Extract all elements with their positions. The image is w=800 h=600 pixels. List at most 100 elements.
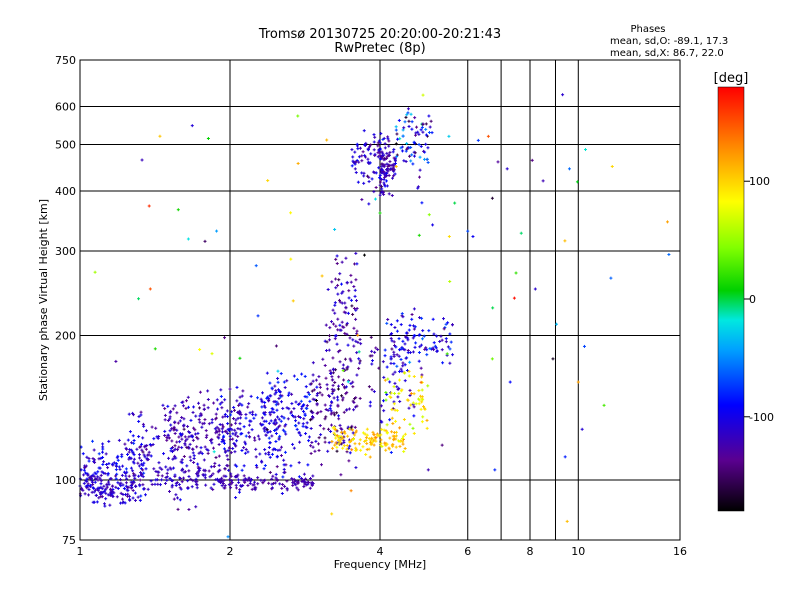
- data-point: [395, 353, 399, 357]
- data-point: [174, 481, 178, 485]
- data-point: [386, 169, 390, 173]
- data-point: [179, 487, 183, 491]
- data-point: [354, 317, 358, 321]
- data-point: [239, 416, 243, 420]
- data-point: [393, 157, 397, 161]
- data-point: [127, 474, 131, 478]
- data-point: [279, 372, 283, 376]
- data-point: [228, 426, 232, 430]
- data-point: [179, 460, 183, 464]
- data-point: [226, 431, 230, 435]
- data-point: [296, 488, 300, 492]
- data-point: [186, 237, 190, 241]
- data-point: [324, 323, 328, 327]
- data-point: [279, 454, 283, 458]
- data-point: [142, 461, 146, 465]
- data-point: [220, 484, 224, 488]
- data-point: [236, 427, 240, 431]
- data-point: [211, 488, 215, 492]
- data-point: [132, 439, 136, 443]
- data-point: [335, 411, 339, 415]
- data-point: [383, 441, 387, 445]
- data-point: [393, 172, 397, 176]
- data-point: [408, 422, 412, 426]
- data-point: [429, 119, 433, 123]
- data-point: [221, 415, 225, 419]
- data-point: [318, 382, 322, 386]
- data-point: [420, 400, 424, 404]
- data-point: [223, 484, 227, 488]
- data-point: [381, 190, 385, 194]
- data-point: [385, 365, 389, 369]
- data-point: [127, 456, 131, 460]
- data-point: [183, 435, 187, 439]
- data-point: [411, 162, 415, 166]
- data-point: [254, 447, 258, 451]
- data-point: [357, 350, 361, 354]
- data-point: [354, 446, 358, 450]
- data-point: [223, 398, 227, 402]
- data-point: [229, 451, 233, 455]
- data-point: [139, 410, 143, 414]
- data-point: [359, 342, 363, 346]
- data-point: [401, 128, 405, 132]
- data-point: [184, 399, 188, 403]
- data-point: [129, 484, 133, 488]
- data-point: [404, 335, 408, 339]
- data-point: [100, 450, 104, 454]
- data-point: [215, 398, 219, 402]
- data-point: [431, 317, 435, 321]
- data-point: [389, 357, 393, 361]
- data-point: [421, 405, 425, 409]
- data-point: [215, 229, 219, 233]
- data-point: [362, 253, 366, 257]
- data-point: [281, 428, 285, 432]
- data-point: [206, 397, 210, 401]
- data-point: [182, 417, 186, 421]
- data-point: [330, 375, 334, 379]
- data-point: [202, 468, 206, 472]
- data-point: [357, 357, 361, 361]
- data-point: [195, 486, 199, 490]
- data-point: [407, 328, 411, 332]
- data-point: [427, 114, 431, 118]
- data-point: [409, 159, 413, 163]
- data-point: [444, 337, 448, 341]
- data-point: [192, 454, 196, 458]
- data-point: [263, 478, 267, 482]
- y-axis-label: Stationary phase Virtual Height [km]: [37, 199, 50, 401]
- data-point: [551, 357, 555, 361]
- data-point: [364, 436, 368, 440]
- data-point: [118, 478, 122, 482]
- data-point: [319, 433, 323, 437]
- data-point: [336, 398, 340, 402]
- data-point: [349, 280, 353, 284]
- data-point: [92, 474, 96, 478]
- data-point: [365, 433, 369, 437]
- data-point: [391, 422, 395, 426]
- data-point: [382, 181, 386, 185]
- data-point: [338, 349, 342, 353]
- data-point: [435, 334, 439, 338]
- data-point: [387, 173, 391, 177]
- data-point: [94, 472, 98, 476]
- data-point: [342, 410, 346, 414]
- data-point: [231, 447, 235, 451]
- data-point: [194, 505, 198, 509]
- data-point: [333, 337, 337, 341]
- data-point: [392, 340, 396, 344]
- data-point: [420, 337, 424, 341]
- data-point: [220, 430, 224, 434]
- data-point: [222, 447, 226, 451]
- data-point: [291, 483, 295, 487]
- data-point: [333, 413, 337, 417]
- data-point: [336, 387, 340, 391]
- data-point: [234, 418, 238, 422]
- data-point: [112, 461, 116, 465]
- data-point: [397, 354, 401, 358]
- data-point: [360, 198, 364, 202]
- data-point: [331, 308, 335, 312]
- data-point: [274, 439, 278, 443]
- data-point: [130, 441, 134, 445]
- data-point: [360, 154, 364, 158]
